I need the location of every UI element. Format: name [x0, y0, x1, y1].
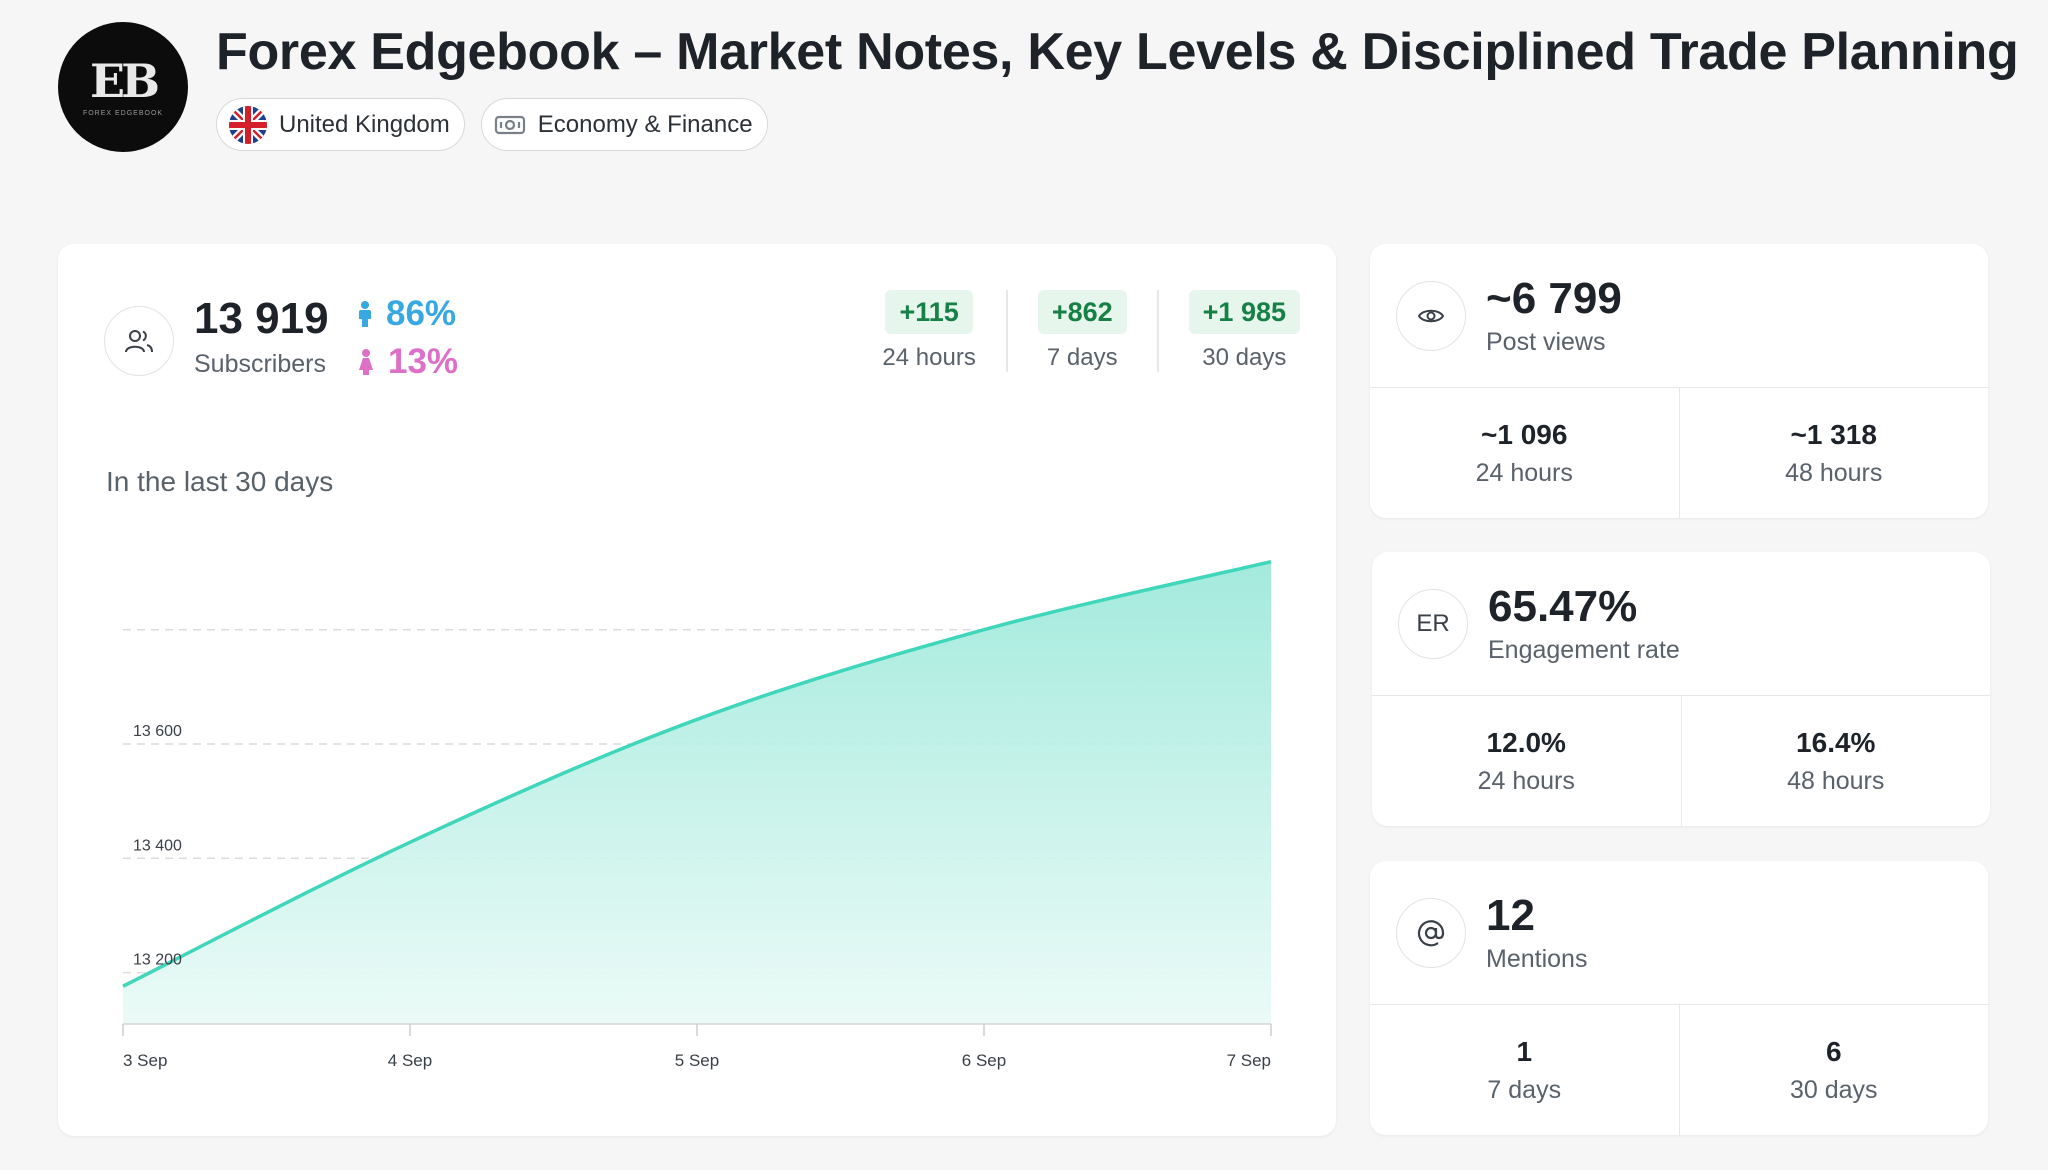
male-share: 86% — [358, 294, 456, 334]
post-views-24h: ~1 096 24 hours — [1370, 388, 1679, 518]
delta-value: +115 — [885, 290, 973, 334]
male-percent: 86% — [386, 294, 457, 333]
female-share: 13% — [358, 342, 458, 382]
stat-value: 6 — [1825, 1035, 1842, 1067]
delta-30d: +1 985 30 days — [1156, 290, 1300, 372]
er-icon: ER — [1398, 589, 1468, 659]
mentions-7d: 1 7 days — [1370, 1005, 1679, 1135]
stat-period: 48 hours — [1787, 766, 1885, 795]
uk-flag-icon — [229, 105, 267, 144]
subscriber-label: Subscribers — [194, 350, 326, 378]
country-label: United Kingdom — [279, 110, 450, 138]
series-line — [122, 560, 1272, 988]
users-icon — [104, 306, 174, 376]
post-views-value: ~6 799 — [1486, 274, 1622, 323]
delta-7d: +862 7 days — [1005, 290, 1157, 372]
category-chip[interactable]: Economy & Finance — [480, 98, 768, 151]
avatar-logo-subtext: FOREX EDGEBOOK — [82, 109, 164, 117]
y-tick-label: 13 600 — [133, 723, 182, 740]
delta-period: 24 hours — [882, 344, 976, 371]
y-tick-label: 13 200 — [133, 952, 182, 969]
eye-icon — [1396, 281, 1466, 351]
female-icon — [359, 349, 373, 375]
subscribers-card: 13 919 Subscribers 86% 13% +115 24 hours… — [58, 244, 1336, 1136]
engagement-24h: 12.0% 24 hours — [1372, 696, 1681, 826]
stat-period: 7 days — [1487, 1075, 1562, 1104]
mentions-label: Mentions — [1486, 945, 1588, 973]
channel-tags: United Kingdom Economy & Finance — [216, 98, 768, 151]
stat-period: 24 hours — [1477, 766, 1575, 795]
delta-period: 30 days — [1202, 344, 1287, 371]
engagement-header: ER 65.47% Engagement rate — [1372, 552, 1990, 696]
stat-value: ~1 096 — [1481, 418, 1568, 450]
female-percent: 13% — [388, 342, 459, 381]
mentions-30d: 6 30 days — [1678, 1005, 1989, 1135]
delta-value: +1 985 — [1188, 290, 1300, 334]
subscriber-count: 13 919 — [194, 294, 329, 343]
delta-period: 7 days — [1046, 344, 1118, 371]
mentions-breakdown: 1 7 days 6 30 days — [1370, 1005, 1988, 1135]
engagement-label: Engagement rate — [1488, 636, 1680, 664]
post-views-48h: ~1 318 48 hours — [1678, 388, 1989, 518]
stat-period: 24 hours — [1475, 458, 1573, 487]
delta-value: +862 — [1037, 290, 1127, 334]
category-label: Economy & Finance — [537, 110, 753, 138]
x-tick-label: 4 Sep — [388, 1051, 432, 1070]
subscriber-growth-chart: 13 200 13 400 13 600 3 Sep 4 Sep 5 Sep 6 Sep 7 … — [122, 560, 1272, 1070]
stat-value: ~1 318 — [1790, 418, 1877, 450]
x-tick-label: 3 Sep — [123, 1051, 167, 1070]
x-tick-label: 5 Sep — [675, 1051, 719, 1070]
avatar-logo-letters: EB — [90, 53, 160, 108]
engagement-48h: 16.4% 48 hours — [1680, 696, 1991, 826]
engagement-value: 65.47% — [1488, 582, 1638, 631]
post-views-card: ~6 799 Post views ~1 096 24 hours ~1 318… — [1370, 244, 1988, 518]
chart-heading: In the last 30 days — [106, 466, 334, 497]
at-sign-icon — [1396, 898, 1466, 968]
engagement-breakdown: 12.0% 24 hours 16.4% 48 hours — [1372, 696, 1990, 826]
channel-avatar[interactable]: EB FOREX EDGEBOOK — [58, 22, 188, 152]
mentions-card: 12 Mentions 1 7 days 6 30 days — [1370, 861, 1988, 1135]
country-chip[interactable]: United Kingdom — [216, 98, 465, 151]
post-views-breakdown: ~1 096 24 hours ~1 318 48 hours — [1370, 388, 1988, 518]
engagement-rate-card: ER 65.47% Engagement rate 12.0% 24 hours… — [1372, 552, 1990, 826]
series-area — [123, 561, 1271, 1024]
stat-value: 12.0% — [1486, 726, 1566, 758]
post-views-header: ~6 799 Post views — [1370, 244, 1988, 388]
stat-value: 16.4% — [1796, 726, 1876, 758]
x-tick-label: 7 Sep — [1227, 1051, 1271, 1070]
y-tick-label: 13 400 — [133, 837, 182, 854]
mentions-value: 12 — [1486, 891, 1535, 940]
delta-24h: +115 24 hours — [852, 290, 1005, 372]
subscriber-deltas: +115 24 hours +862 7 days +1 985 30 days — [852, 290, 1300, 372]
er-icon-text: ER — [1416, 610, 1450, 637]
mentions-header: 12 Mentions — [1370, 861, 1988, 1005]
x-tick-label: 6 Sep — [962, 1051, 1006, 1070]
post-views-label: Post views — [1486, 328, 1606, 356]
banknote-icon — [494, 115, 525, 134]
stat-period: 48 hours — [1785, 458, 1883, 487]
stat-period: 30 days — [1789, 1075, 1878, 1104]
male-icon — [359, 301, 371, 327]
channel-title: Forex Edgebook – Market Notes, Key Level… — [216, 23, 2019, 81]
stat-value: 1 — [1516, 1035, 1533, 1067]
